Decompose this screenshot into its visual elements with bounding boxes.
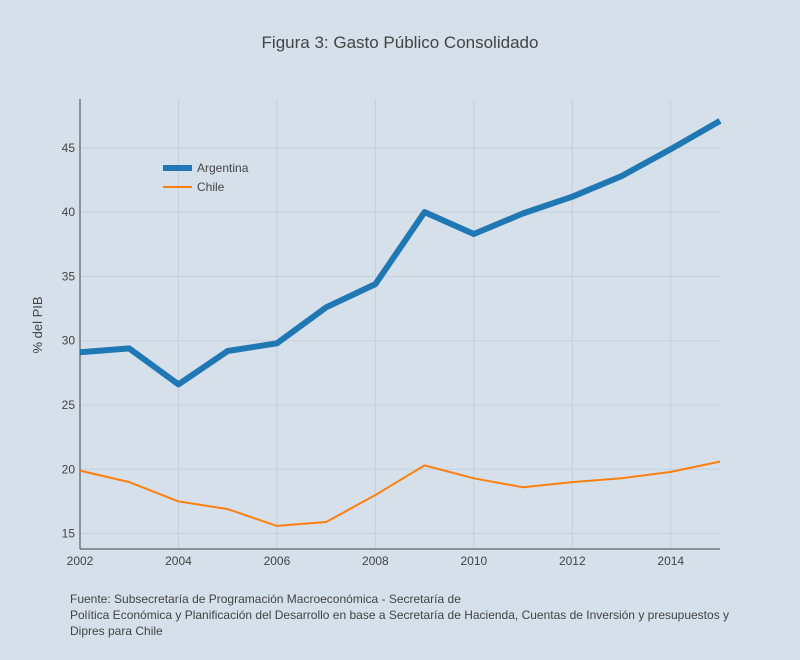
series-line-chile <box>79 460 721 527</box>
y-tick-label: 45 <box>62 141 76 155</box>
series-line-argentina <box>79 118 722 388</box>
x-tick-label: 2004 <box>165 554 192 568</box>
y-tick-label: 15 <box>62 527 76 541</box>
x-tick-label: 2012 <box>559 554 586 568</box>
legend-label: Argentina <box>197 161 249 175</box>
series-lines <box>79 118 722 527</box>
x-tick-label: 2006 <box>264 554 291 568</box>
x-tick-label: 2014 <box>657 554 684 568</box>
grid <box>80 99 720 549</box>
y-tick-label: 35 <box>62 269 76 283</box>
chart-title: Figura 3: Gasto Público Consolidado <box>261 33 539 52</box>
legend-label: Chile <box>197 180 225 194</box>
x-tick-label: 2010 <box>460 554 487 568</box>
y-axis-label: % del PIB <box>30 296 45 353</box>
x-tick-label: 2008 <box>362 554 389 568</box>
source-line-3: Dipres para Chile <box>70 624 163 638</box>
source-line-2: Política Económica y Planificación del D… <box>70 608 730 622</box>
source-line-1: Fuente: Subsecretaría de Programación Ma… <box>70 592 461 606</box>
y-tick-label: 30 <box>62 334 76 348</box>
y-tick-label: 25 <box>62 398 76 412</box>
axes: 2002 2004 2006 2008 2010 2012 2014 15 20 25 30 35 40… <box>62 99 720 568</box>
source-note: Fuente: Subsecretaría de Programación Ma… <box>70 591 770 639</box>
x-tick-label: 2002 <box>67 554 94 568</box>
legend: Argentina Chile <box>163 161 249 194</box>
y-tick-label: 20 <box>62 462 76 476</box>
y-tick-label: 40 <box>62 205 76 219</box>
